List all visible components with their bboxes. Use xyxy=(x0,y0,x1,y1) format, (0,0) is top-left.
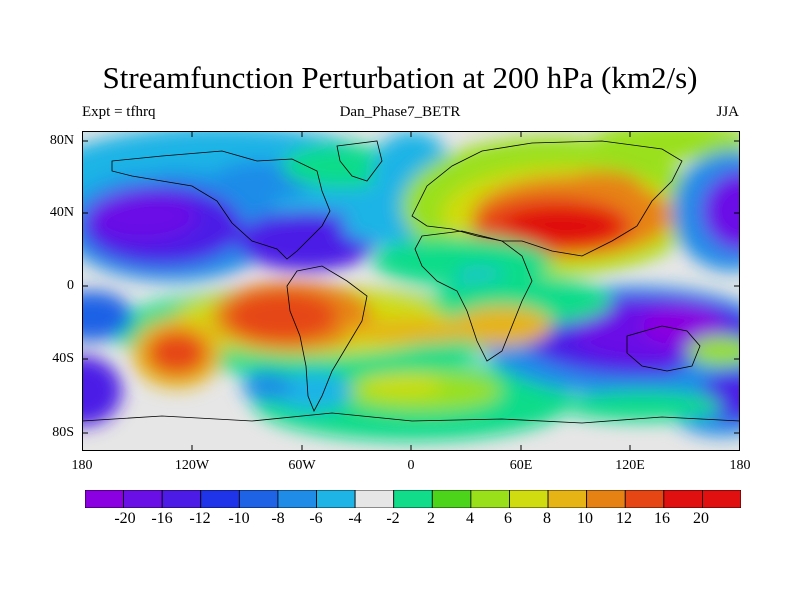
colorbar-label: 10 xyxy=(577,510,593,527)
colorbar-label: -2 xyxy=(386,510,400,527)
coastline-north-america xyxy=(111,150,331,260)
contour-shape xyxy=(562,171,642,201)
contour-shape xyxy=(87,191,197,241)
colorbar-label: 4 xyxy=(466,510,474,527)
lat-tick-label: 40S xyxy=(52,351,74,366)
colorbar-label: 12 xyxy=(616,510,632,527)
coastlines xyxy=(82,140,740,424)
contour-shape xyxy=(592,131,740,161)
colorbar-box xyxy=(470,490,510,508)
lon-tick-label: 180 xyxy=(71,458,93,473)
colorbar-label: -16 xyxy=(151,510,173,527)
colorbar-label: 8 xyxy=(543,510,551,527)
colorbar-box xyxy=(316,490,356,508)
lon-tick-label: 0 xyxy=(407,458,415,473)
map-plot xyxy=(82,131,740,451)
lon-tick-label: 120W xyxy=(174,458,210,473)
contour-shape xyxy=(147,331,207,375)
colorbar-label: -6 xyxy=(309,510,323,527)
coastline-eurasia xyxy=(411,140,683,257)
season-label: JJA xyxy=(716,104,739,120)
colorbar-label: -10 xyxy=(228,510,250,527)
colorbar-box xyxy=(238,490,279,508)
colorbar-box xyxy=(547,490,588,508)
contour-shape xyxy=(272,371,352,411)
coastline-australia xyxy=(626,325,701,372)
colorbar-label: -4 xyxy=(348,510,362,527)
contour-shape xyxy=(282,144,402,188)
lat-tick-label: 0 xyxy=(67,278,74,293)
colorbar-box xyxy=(702,490,741,508)
contour-shape xyxy=(82,356,122,426)
contour-shape xyxy=(82,146,182,176)
colorbar-label: -20 xyxy=(114,510,136,527)
colorbar-box xyxy=(509,490,549,508)
experiment-label: Expt = tfhrq xyxy=(82,104,156,120)
contour-shape xyxy=(562,391,722,421)
colorbar-box xyxy=(586,490,626,508)
colorbar-box xyxy=(161,490,202,508)
coastline-south-america xyxy=(286,265,368,412)
contour-shape xyxy=(82,291,132,341)
contour-shape xyxy=(342,319,482,343)
lat-tick-label: 80N xyxy=(49,133,74,148)
lat-tick-label: 40N xyxy=(49,205,74,220)
lon-tick-label: 60E xyxy=(509,458,533,473)
axis-ticks xyxy=(82,131,740,451)
colorbar-label: 6 xyxy=(504,510,512,527)
contour-shape xyxy=(242,371,292,401)
contour-shape xyxy=(502,206,622,246)
colorbar-box xyxy=(277,490,317,508)
colorbar-label: 20 xyxy=(693,510,709,527)
coastline-africa xyxy=(414,230,533,362)
colorbar-box xyxy=(354,490,395,508)
contour-shape xyxy=(642,306,722,346)
lon-tick-label: 60W xyxy=(288,458,316,473)
contour-shape xyxy=(702,171,740,251)
coastline-greenland xyxy=(336,140,383,182)
lon-tick-label: 120E xyxy=(615,458,645,473)
colorbar-label: 2 xyxy=(427,510,435,527)
colorbar-label: -12 xyxy=(189,510,211,527)
colorbar-label: 16 xyxy=(654,510,670,527)
chart-title: Streamfunction Perturbation at 200 hPa (… xyxy=(102,60,698,95)
contour-shape xyxy=(452,306,552,346)
lon-tick-label: 180 xyxy=(729,458,751,473)
colorbar xyxy=(85,490,741,508)
lat-tick-label: 80S xyxy=(52,425,74,440)
contour-shape xyxy=(372,236,552,286)
case-label: Dan_Phase7_BETR xyxy=(339,104,461,120)
contour-shape xyxy=(227,291,337,341)
colorbar-box xyxy=(123,490,163,508)
contour-shape xyxy=(687,336,740,366)
contour-shape xyxy=(362,376,442,396)
colorbar-box xyxy=(624,490,665,508)
colorbar-box xyxy=(200,490,240,508)
colorbar-box xyxy=(393,490,433,508)
coastline-antarctica xyxy=(82,412,740,424)
colorbar-label: -8 xyxy=(271,510,285,527)
colorbar-box xyxy=(85,490,124,508)
colorbar-box xyxy=(663,490,703,508)
colorbar-box xyxy=(431,490,472,508)
